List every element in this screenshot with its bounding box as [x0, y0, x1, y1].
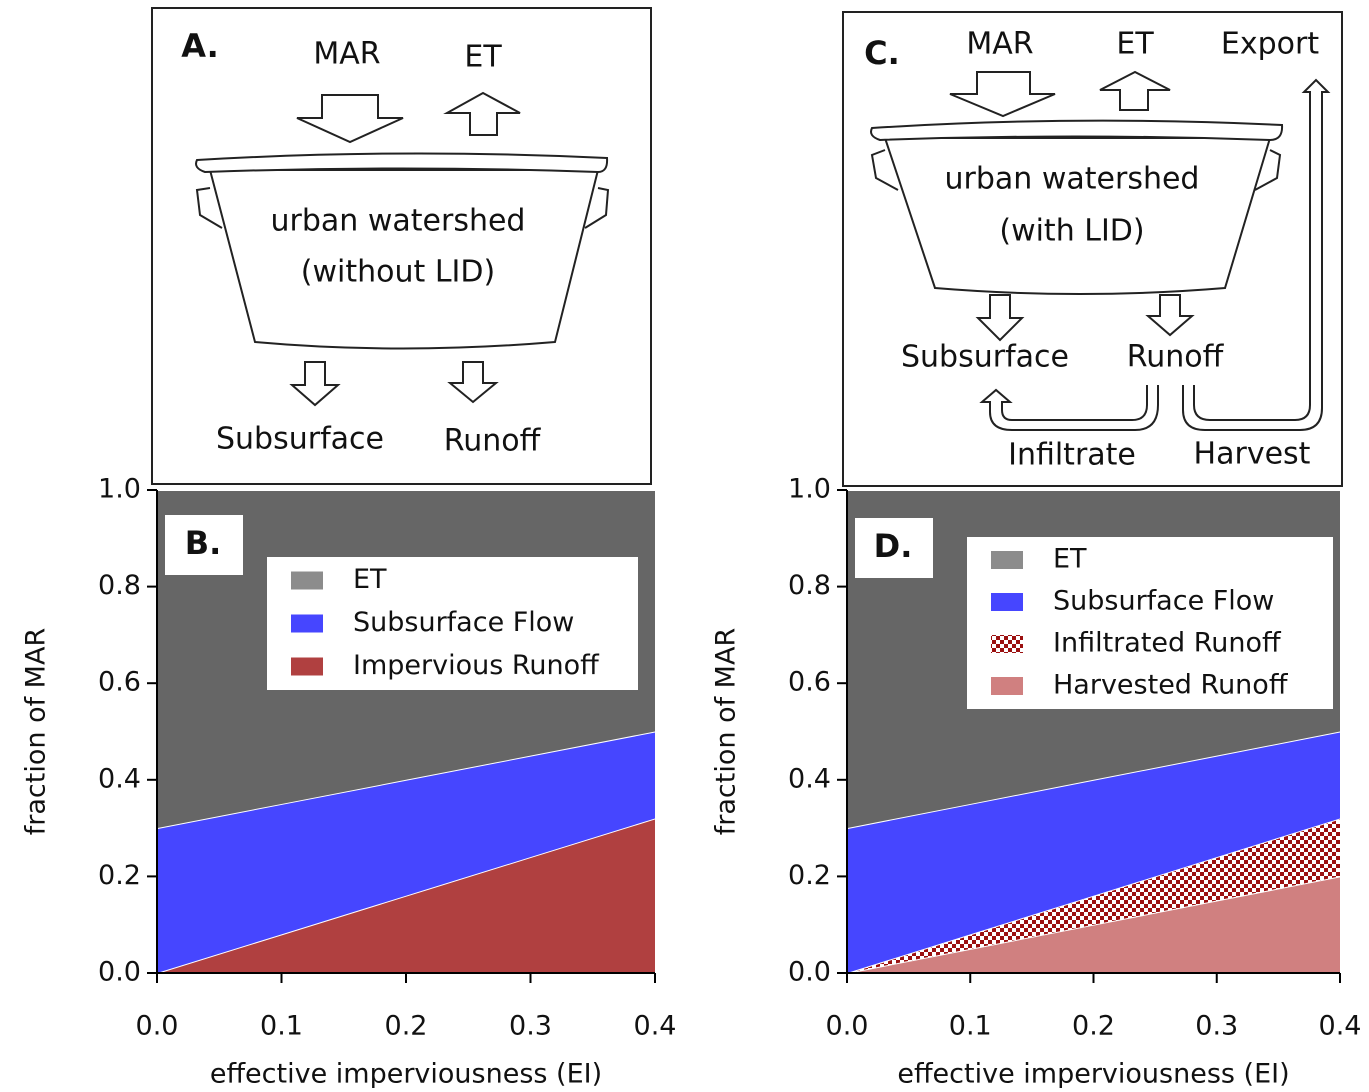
chart: 0.0 0.2 0.4 0.6 0.8 1.0 0.0 0.1 0.2 0.3 0.4 effecti…: [711, 474, 1362, 1090]
diagram-text: Subsurface: [216, 422, 384, 457]
arrow: [447, 361, 499, 404]
diagram-text: (with LID): [999, 214, 1144, 249]
diagram-text: MAR: [313, 37, 380, 72]
diagram-text: urban watershed: [271, 204, 526, 239]
bucket: [208, 169, 600, 350]
legend-label: Impervious Runoff: [353, 650, 600, 681]
diagram-text: Harvest: [1194, 437, 1311, 472]
y-tick-label: 0.8: [788, 570, 831, 601]
x-tick-label: 0.2: [1072, 1011, 1115, 1042]
y-tick-label: 1.0: [788, 474, 831, 505]
diagram-text: ET: [464, 40, 502, 75]
diagram-text: ET: [1116, 27, 1154, 62]
legend-label: Harvested Runoff: [1053, 670, 1289, 701]
arrow: [1099, 70, 1171, 111]
panel-label-box: [855, 518, 933, 578]
diagram-text: Subsurface: [901, 340, 1069, 375]
diagram-text: Runoff: [444, 424, 542, 459]
legend-swatch: [991, 677, 1023, 695]
legend-label: ET: [1053, 544, 1087, 575]
y-tick-label: 0.6: [788, 667, 831, 698]
x-tick-label: 0.1: [260, 1011, 303, 1042]
bucket: [883, 137, 1272, 295]
axes: 0.0 0.2 0.4 0.6 0.8 1.0 0.0 0.1 0.2 0.3 0.4 effecti…: [21, 474, 677, 1090]
x-tick-label: 0.1: [949, 1011, 992, 1042]
axes: 0.0 0.2 0.4 0.6 0.8 1.0 0.0 0.1 0.2 0.3 0.4 effecti…: [711, 474, 1362, 1090]
y-axis-label: fraction of MAR: [21, 628, 52, 835]
y-tick-label: 0.2: [788, 860, 831, 891]
diagram-text: Infiltrate: [1008, 438, 1136, 473]
x-axis-label: effective imperviousness (EI): [897, 1059, 1289, 1090]
panel-label-box: [165, 515, 243, 575]
legend-swatch: [991, 635, 1023, 653]
x-tick-label: 0.4: [634, 1011, 677, 1042]
y-tick-label: 0.2: [98, 860, 141, 891]
area: [847, 731, 1340, 973]
arrow: [296, 94, 404, 144]
area: [157, 731, 655, 973]
y-tick-label: 0.4: [788, 763, 831, 794]
harvest-arrow: [1182, 78, 1331, 431]
panel-label: C.: [864, 34, 900, 72]
y-axis-label: fraction of MAR: [711, 628, 742, 835]
return-arrow: [979, 385, 1159, 431]
x-axis-label: effective imperviousness (EI): [210, 1059, 602, 1090]
y-tick-label: 0.8: [98, 570, 141, 601]
bucket-handle: [195, 187, 610, 229]
diagram-text: Runoff: [1127, 340, 1225, 375]
diagram-text: MAR: [966, 27, 1033, 62]
y-tick-label: 1.0: [98, 474, 141, 505]
y-tick-label: 0.6: [98, 667, 141, 698]
x-tick-label: 0.4: [1319, 1011, 1362, 1042]
y-tick-label: 0.0: [788, 957, 831, 988]
x-tick-label: 0.0: [826, 1011, 869, 1042]
x-tick-label: 0.2: [385, 1011, 428, 1042]
legend-label: Subsurface Flow: [1053, 586, 1274, 617]
legend-swatch: [991, 551, 1023, 569]
arrow: [949, 71, 1056, 118]
arrow: [289, 361, 341, 407]
chart: 0.0 0.2 0.4 0.6 0.8 1.0 0.0 0.1 0.2 0.3 0.4 effecti…: [21, 474, 677, 1090]
arrow: [443, 91, 521, 136]
legend-swatch: [291, 571, 323, 590]
y-tick-label: 0.4: [98, 763, 141, 794]
arrow: [975, 294, 1025, 342]
legend-label: Subsurface Flow: [353, 607, 574, 638]
diagram-a: A. MAR ET urban watershed (without LID) …: [151, 7, 652, 485]
bucket-handle: [870, 149, 1282, 191]
panel-label: D.: [874, 527, 913, 565]
panel-label: A.: [181, 27, 219, 65]
legend-label: Infiltrated Runoff: [1053, 628, 1282, 659]
diagram-text: urban watershed: [945, 162, 1200, 197]
panel-label: B.: [185, 524, 222, 562]
y-tick-label: 0.0: [98, 957, 141, 988]
legend-label: ET: [353, 564, 387, 595]
diagram-text: (without LID): [301, 255, 495, 290]
legend-swatch: [991, 593, 1023, 611]
bucket-rim: [870, 119, 1284, 142]
arrow: [1145, 294, 1195, 337]
legend-box: [267, 557, 638, 690]
legend-swatch: [291, 657, 323, 676]
bucket-rim: [195, 152, 609, 174]
x-tick-label: 0.3: [509, 1011, 552, 1042]
diagram-text: Export: [1221, 27, 1319, 62]
legend-swatch: [291, 614, 323, 633]
x-tick-label: 0.0: [136, 1011, 179, 1042]
x-tick-label: 0.3: [1195, 1011, 1238, 1042]
diagram-c: C. MAR ET Export urban watershed (with L…: [842, 11, 1343, 487]
legend-box: [967, 537, 1333, 709]
